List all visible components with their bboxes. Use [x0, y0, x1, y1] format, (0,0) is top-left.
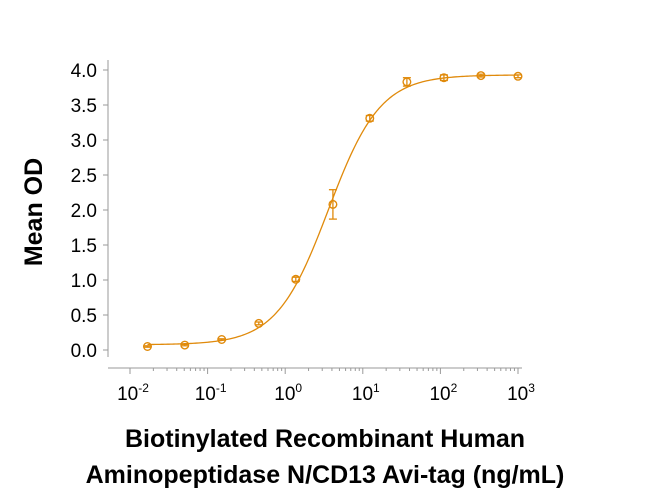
x-tick-base: 10 — [429, 384, 450, 405]
y-tick-label: 3.0 — [71, 131, 97, 152]
x-tick-exponent: 3 — [528, 381, 535, 395]
point-marker — [513, 71, 523, 81]
x-tick-base: 10 — [352, 384, 373, 405]
data-point — [142, 342, 152, 352]
x-tick-exponent: 0 — [295, 381, 302, 395]
x-tick-exponent: 2 — [451, 381, 458, 395]
y-tick-label: 1.0 — [71, 271, 97, 292]
y-tick-label: 4.0 — [71, 61, 97, 82]
y-ticks: 0.0 0.5 1.0 1.5 2.0 2.5 3.0 3.5 4.0 — [71, 61, 108, 362]
axes — [107, 60, 522, 369]
x-tick-label: 102 — [429, 381, 457, 405]
point-marker — [180, 340, 190, 350]
x-tick-exponent: -1 — [216, 381, 227, 395]
y-tick-label: 3.5 — [71, 96, 97, 117]
x-tick-label: 100 — [274, 381, 302, 405]
y-tick-label: 0.0 — [71, 341, 97, 362]
data-point — [476, 71, 486, 81]
x-tick-label: 103 — [507, 381, 535, 405]
x-axis-label-line-2: Aminopeptidase N/CD13 Avi-tag (ng/mL) — [86, 461, 565, 489]
data-point — [513, 71, 523, 81]
x-tick-base: 10 — [274, 384, 295, 405]
data-point — [254, 318, 264, 328]
point-marker — [439, 73, 449, 83]
data-point — [217, 335, 227, 345]
point-marker — [142, 342, 152, 352]
point-marker — [217, 335, 227, 345]
y-axis-label: Mean OD — [20, 158, 48, 266]
x-ticks: 10-2 10-1 100 101 102 103 — [117, 368, 535, 405]
point-marker — [291, 274, 301, 284]
point-marker — [402, 77, 412, 87]
x-tick-exponent: -2 — [138, 381, 149, 395]
point-marker — [254, 318, 264, 328]
x-tick-label: 10-1 — [195, 381, 227, 405]
data-point — [180, 340, 190, 350]
x-tick-base: 10 — [195, 384, 216, 405]
x-tick-label: 101 — [352, 381, 380, 405]
x-tick-exponent: 1 — [373, 381, 380, 395]
point-marker — [328, 199, 338, 209]
y-tick-label: 2.5 — [71, 166, 97, 187]
data-point — [402, 77, 412, 87]
x-axis-label-line-1: Biotinylated Recombinant Human — [125, 425, 525, 453]
y-tick-label: 0.5 — [71, 306, 97, 327]
x-tick-base: 10 — [117, 384, 138, 405]
point-marker — [476, 71, 486, 81]
data-point — [328, 189, 338, 220]
data-point — [365, 113, 375, 123]
data-point — [291, 274, 301, 284]
data-point — [439, 73, 449, 83]
y-tick-label: 2.0 — [71, 201, 97, 222]
x-tick-label: 10-2 — [117, 381, 149, 405]
point-marker — [365, 113, 375, 123]
data-points — [142, 71, 523, 352]
y-tick-label: 1.5 — [71, 236, 97, 257]
x-tick-base: 10 — [507, 384, 528, 405]
